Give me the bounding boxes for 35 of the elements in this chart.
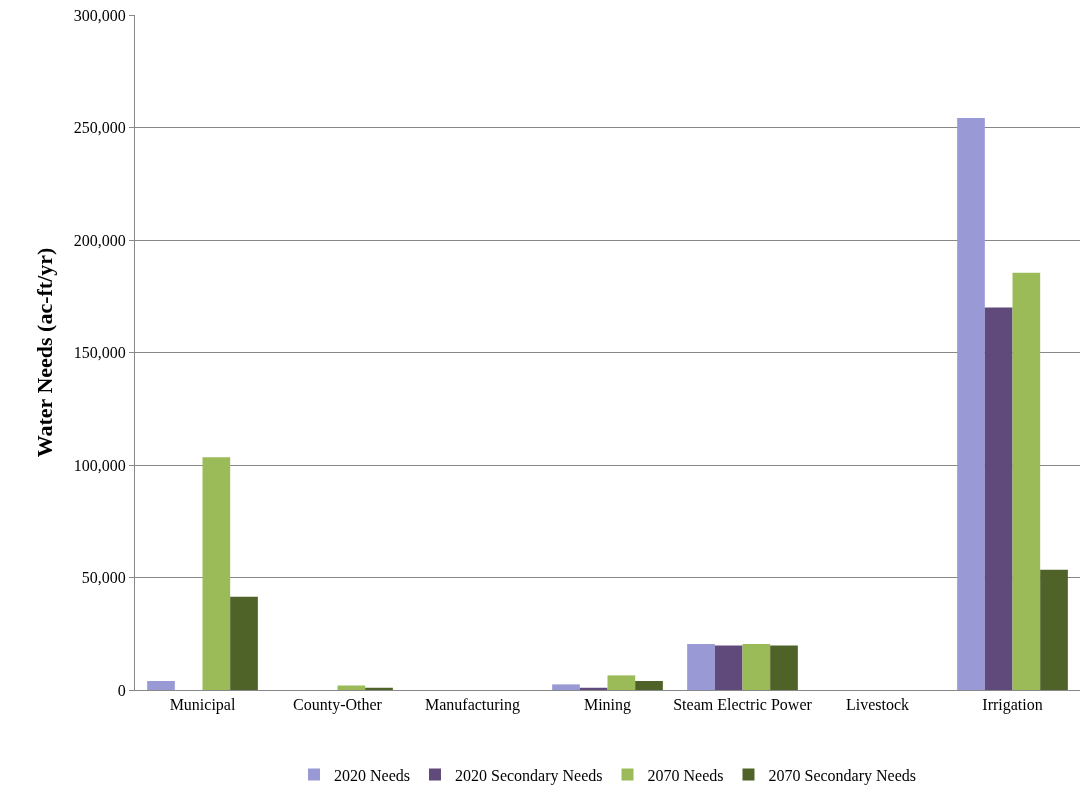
- bar: [230, 596, 258, 690]
- bar: [147, 681, 175, 690]
- y-tick-label: 200,000: [73, 231, 126, 249]
- bar: [1040, 569, 1068, 690]
- legend-label: 2020 Needs: [334, 766, 410, 784]
- x-tick-label: Irrigation: [982, 696, 1043, 715]
- bar: [552, 684, 580, 690]
- bar: [984, 307, 1013, 690]
- y-tick-label: 300,000: [73, 6, 126, 24]
- x-tick-label: Livestock: [845, 696, 910, 714]
- y-tick-label: 250,000: [73, 119, 126, 137]
- bar: [365, 687, 393, 690]
- bar: [687, 643, 715, 690]
- bar: [714, 645, 743, 690]
- x-tick-label: Steam Electric Power: [673, 696, 813, 714]
- legend-label: 2070 Needs: [647, 766, 724, 784]
- y-tick-label: 100,000: [73, 456, 126, 474]
- y-tick-label: 50,000: [81, 569, 126, 587]
- bar: [957, 118, 985, 690]
- bar: [770, 645, 798, 690]
- x-tick-label: Manufacturing: [424, 696, 521, 715]
- bar: [1012, 272, 1041, 690]
- bar: [202, 457, 231, 690]
- y-tick-label: 0: [117, 681, 126, 699]
- y-axis-title: Water Needs (ac-ft/yr): [31, 247, 57, 458]
- bar: [635, 681, 663, 690]
- x-tick-label: Municipal: [169, 696, 236, 715]
- bar: [742, 643, 771, 690]
- legend-label: 2070 Secondary Needs: [768, 766, 916, 785]
- legend-label: 2020 Secondary Needs: [454, 766, 603, 785]
- bar: [607, 675, 636, 690]
- bar: [579, 687, 608, 690]
- x-tick-label: Mining: [583, 696, 632, 715]
- y-tick-label: 150,000: [73, 344, 126, 362]
- x-tick-label: County-Other: [293, 696, 383, 715]
